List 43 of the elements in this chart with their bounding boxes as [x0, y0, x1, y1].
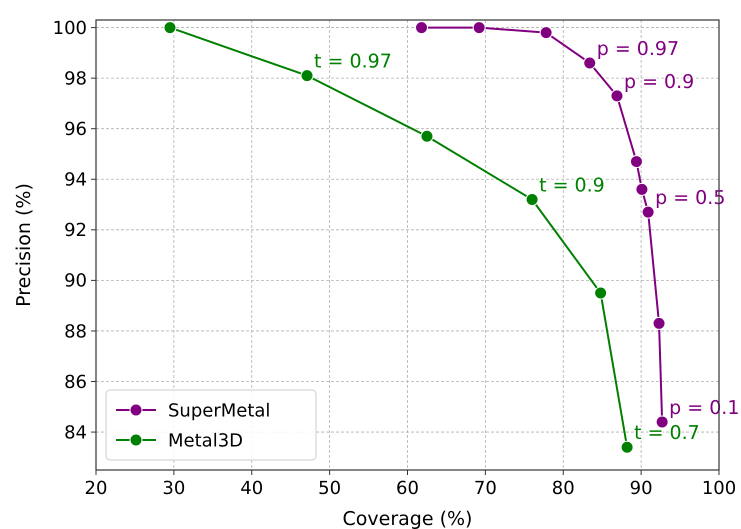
point	[415, 21, 428, 34]
point	[610, 89, 624, 102]
x-tick-label: 80	[552, 478, 575, 499]
x-tick-label: 50	[318, 478, 342, 499]
y-tick-label: 100	[52, 18, 87, 39]
x-tick-label: 30	[162, 478, 186, 499]
point	[583, 56, 596, 70]
y-tick-label: 96	[64, 119, 87, 140]
y-tick-label: 88	[64, 321, 87, 342]
point	[526, 192, 539, 206]
annotation: t = 0.9	[539, 174, 605, 196]
point	[472, 21, 486, 34]
annotation: p = 0.9	[624, 70, 694, 93]
x-tick-label: 90	[630, 478, 653, 499]
point	[420, 130, 434, 143]
x-tick-label: 60	[396, 478, 419, 499]
y-axis-title: Precision (%)	[13, 183, 35, 307]
y-tick-label: 92	[64, 220, 87, 242]
point	[630, 155, 643, 168]
y-tick-label: 98	[64, 68, 87, 90]
y-tick-label: 94	[64, 170, 87, 191]
annotation: p = 0.97	[596, 38, 680, 60]
y-tick-label: 86	[64, 372, 87, 393]
x-tick-label: 20	[84, 478, 108, 499]
point	[594, 286, 608, 300]
y-tick-label: 84	[64, 422, 87, 444]
point	[642, 206, 655, 219]
point	[540, 26, 553, 40]
legend-label: SuperMetal	[168, 400, 270, 422]
legend-label: Metal3D	[168, 430, 244, 452]
annotation: t = 0.97	[314, 50, 392, 73]
point	[652, 316, 666, 330]
point	[635, 182, 648, 196]
x-tick-label: 70	[474, 478, 497, 499]
point	[163, 21, 176, 34]
x-axis-title: Coverage (%)	[342, 508, 472, 529]
point	[656, 415, 669, 428]
x-tick-label: 100	[702, 478, 736, 499]
annotation: t = 0.7	[634, 422, 700, 444]
y-tick-label: 90	[64, 270, 87, 292]
x-tick-label: 40	[240, 478, 264, 499]
point	[300, 69, 314, 82]
point	[620, 440, 634, 454]
